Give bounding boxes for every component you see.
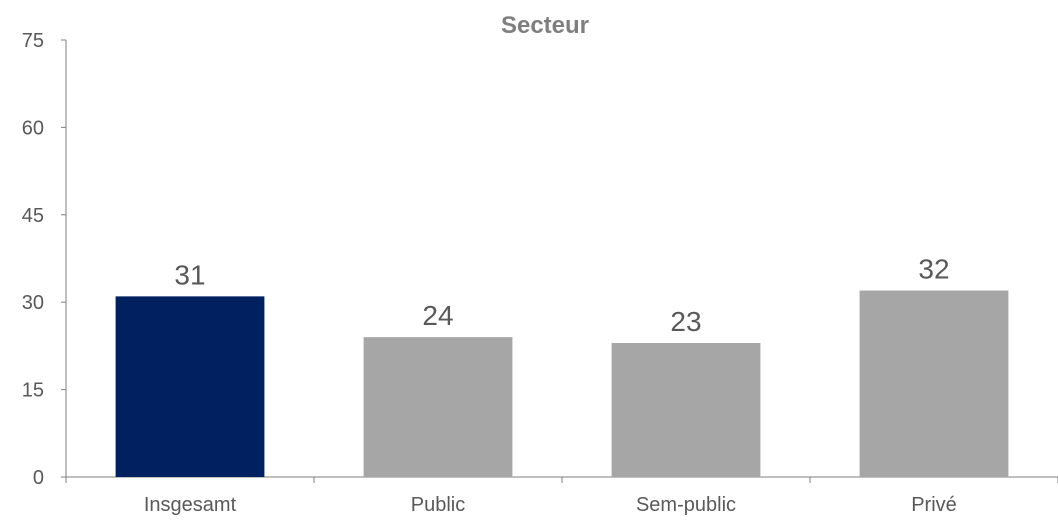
y-tick-label: 15 — [22, 380, 44, 402]
bar — [859, 290, 1009, 477]
y-tick-label: 75 — [22, 30, 44, 52]
x-tick-label: Public — [411, 494, 465, 516]
x-axis: Insgesamt Public Sem-public Privé — [65, 477, 1058, 516]
y-tick-label: 60 — [22, 117, 44, 139]
bars: 31 24 23 32 — [115, 254, 1009, 477]
x-tick-label: Privé — [911, 494, 957, 516]
data-label: 23 — [670, 306, 701, 337]
data-label: 31 — [174, 259, 205, 290]
x-tick-label: Insgesamt — [144, 494, 237, 516]
y-tick-label: 30 — [22, 292, 44, 314]
bar — [115, 296, 265, 477]
data-label: 24 — [422, 300, 453, 331]
y-axis: 0 15 30 45 60 75 — [22, 30, 66, 489]
x-tick-label: Sem-public — [636, 494, 736, 516]
chart-title: Secteur — [501, 12, 589, 39]
data-label: 32 — [918, 254, 949, 285]
bar — [363, 337, 513, 477]
bar — [611, 342, 761, 477]
y-tick-label: 45 — [22, 205, 44, 227]
y-tick-label: 0 — [33, 467, 44, 489]
